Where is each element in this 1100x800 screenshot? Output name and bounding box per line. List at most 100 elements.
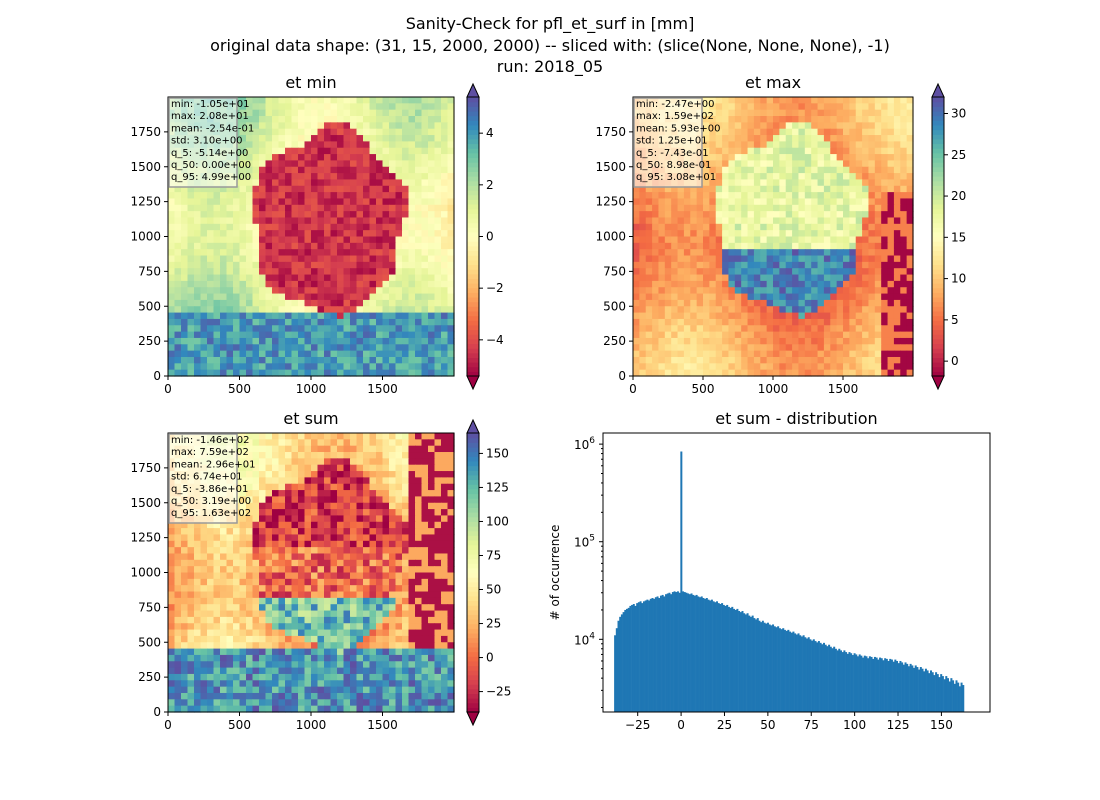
heatmap-cell (350, 312, 358, 320)
heatmap-cell (408, 122, 416, 130)
heatmap-cell (709, 122, 717, 130)
heatmap-cell (317, 268, 325, 276)
heatmap-cell (428, 192, 436, 200)
heatmap-cell (265, 166, 273, 174)
heatmap-cell (823, 261, 831, 269)
heatmap-cell (246, 369, 254, 377)
heatmap-cell (868, 185, 876, 193)
heatmap-cell (330, 547, 338, 555)
heatmap-cell (881, 166, 889, 174)
heatmap-cell (213, 547, 221, 555)
heatmap-cell (874, 325, 882, 333)
heatmap-cell (798, 217, 806, 225)
heatmap-cell (773, 109, 780, 117)
heatmap-cell (773, 192, 780, 200)
colorbar-segment (932, 115, 944, 121)
heatmap-cell (792, 306, 800, 314)
heatmap-cell (747, 217, 755, 225)
heatmap-cell (402, 293, 410, 301)
heatmap-cell (356, 135, 364, 142)
heatmap-cell (187, 230, 195, 238)
heatmap-cell (428, 147, 436, 155)
heatmap-cell (265, 204, 273, 212)
heatmap-cell (639, 261, 647, 269)
heatmap-cell (291, 306, 299, 314)
heatmap-cell (849, 154, 857, 162)
heatmap-cell (696, 293, 704, 301)
heatmap-cell (760, 230, 768, 238)
heatmap-cell (382, 141, 390, 149)
heatmap-cell (753, 179, 761, 187)
heatmap-cell (881, 135, 889, 142)
heatmap-cell (389, 128, 397, 136)
heatmap-cell (168, 230, 176, 238)
heatmap-cell (874, 230, 882, 238)
heatmap-cell (220, 223, 228, 231)
heatmap-cell (213, 312, 221, 320)
heatmap-cell (715, 249, 723, 257)
heatmap-cell (415, 147, 423, 155)
heatmap-cell (639, 198, 647, 206)
heatmap-cell (779, 109, 787, 117)
heatmap-cell (715, 160, 723, 168)
heatmap-cell (645, 293, 653, 301)
heatmap-cell (434, 280, 442, 288)
heatmap-cell (715, 337, 723, 345)
heatmap-cell (382, 122, 390, 130)
heatmap-cell (811, 318, 819, 326)
heatmap-cell (220, 255, 228, 263)
heatmap-cell (421, 173, 429, 181)
heatmap-cell (792, 160, 800, 168)
heatmap-cell (187, 528, 195, 536)
heatmap-cell (734, 122, 742, 130)
heatmap-cell (747, 147, 755, 155)
heatmap-cell (187, 521, 195, 529)
heatmap-cell (363, 204, 371, 212)
heatmap-cell (893, 173, 901, 181)
heatmap-cell (658, 249, 666, 257)
heatmap-cell (343, 439, 351, 447)
heatmap-cell (652, 242, 660, 250)
heatmap-cell (317, 179, 325, 187)
heatmap-cell (703, 363, 710, 371)
heatmap-cell (683, 356, 691, 364)
heatmap-cell (311, 236, 319, 244)
heatmap-cell (441, 547, 449, 555)
heatmap-cell (741, 198, 749, 206)
heatmap-cell (194, 274, 202, 282)
heatmap-cell (779, 293, 787, 301)
heatmap-cell (272, 509, 280, 517)
heatmap-cell (408, 97, 416, 104)
heatmap-cell (447, 483, 455, 491)
colorbar-segment (932, 278, 944, 284)
heatmap-cell (823, 204, 831, 212)
heatmap-cell (753, 109, 761, 117)
heatmap-cell (389, 223, 397, 231)
heatmap-cell (291, 344, 299, 352)
heatmap-cell (259, 293, 267, 301)
heatmap-cell (671, 306, 679, 314)
heatmap-cell (389, 433, 397, 440)
heatmap-cell (402, 192, 410, 200)
heatmap-cell (906, 350, 914, 358)
heatmap-cell (259, 534, 267, 542)
heatmap-cell (220, 204, 228, 212)
heatmap-cell (785, 211, 793, 219)
heatmap-cell (395, 458, 403, 466)
heatmap-cell (881, 255, 889, 263)
heatmap-cell (677, 337, 685, 345)
heatmap-cell (709, 318, 717, 326)
heatmap-cell (272, 249, 280, 257)
heatmap-cell (779, 223, 787, 231)
heatmap-cell (402, 528, 410, 536)
heatmap-cell (239, 356, 247, 364)
heatmap-cell (428, 464, 436, 472)
heatmap-cell (696, 249, 704, 257)
heatmap-cell (363, 306, 371, 314)
heatmap-cell (272, 280, 280, 288)
heatmap-cell (441, 287, 449, 295)
heatmap-cell (324, 521, 332, 529)
heatmap-cell (753, 97, 761, 104)
heatmap-cell (421, 496, 429, 504)
heatmap-cell (900, 135, 908, 142)
